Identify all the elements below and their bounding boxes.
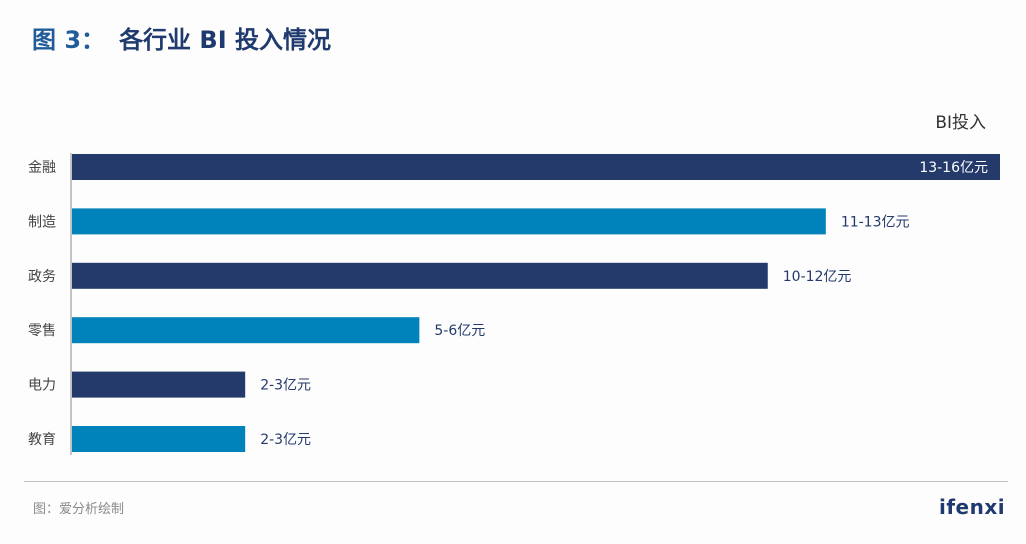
bar — [72, 317, 420, 344]
footer-divider — [24, 481, 1008, 482]
bar — [72, 262, 768, 289]
bar — [72, 426, 246, 452]
bar — [72, 371, 246, 398]
bar — [72, 208, 826, 235]
series-label: BI投入 — [935, 113, 986, 133]
chart-title-text: 各行业 BI 投入情况 — [119, 26, 331, 54]
source-note: 图：爱分析绘制 — [33, 502, 125, 517]
category-label: 零售 — [28, 323, 56, 339]
data-label: 2-3亿元 — [260, 378, 311, 394]
category-label: 金融 — [28, 160, 56, 176]
bar — [72, 154, 1000, 180]
data-label: 10-12亿元 — [783, 269, 852, 285]
ifenxi-logo: ifenxi — [939, 495, 1006, 519]
category-label: 教育 — [28, 432, 56, 448]
data-label: 2-3亿元 — [260, 432, 311, 448]
figure-number: 图 3： — [32, 26, 106, 54]
category-label: 制造 — [28, 214, 56, 230]
category-label: 政务 — [28, 269, 56, 285]
chart-title: 图 3： 各行业 BI 投入情况 — [32, 20, 331, 55]
data-label: 11-13亿元 — [841, 214, 910, 230]
data-label: 5-6亿元 — [434, 323, 485, 339]
category-label: 电力 — [28, 378, 56, 394]
data-label: 13-16亿元 — [919, 160, 988, 176]
